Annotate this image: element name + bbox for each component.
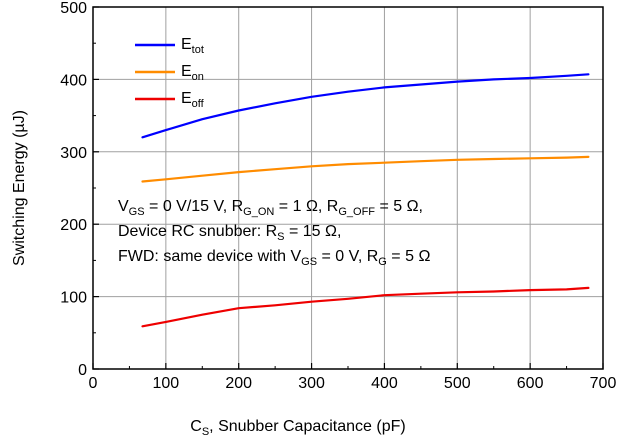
x-tick-label: 500 — [444, 375, 471, 392]
legend-label-eon: Eon — [181, 63, 204, 83]
y-axis-label: Switching Energy (µJ) — [11, 110, 28, 266]
x-axis-label: CS, Snubber Capacitance (pF) — [190, 418, 405, 438]
axis-ticks: 0 100 200 300 400 500 600 700 0 100 200 300 400 500 — [60, 0, 616, 392]
series-line-eoff — [141, 286, 590, 328]
legend: Etot Eon Eoff — [135, 36, 205, 110]
y-tick-label: 200 — [60, 217, 87, 234]
plot-frame — [92, 6, 604, 370]
annotation-line: Device RC snubber: RS = 15 Ω, — [118, 223, 341, 243]
x-axis-label-sub: S — [202, 426, 209, 438]
x-axis-label-main: C — [190, 418, 202, 435]
y-tick-label: 400 — [60, 72, 87, 89]
grid-lines — [93, 7, 603, 369]
x-tick-label: 400 — [371, 375, 398, 392]
y-tick-label: 0 — [78, 362, 87, 379]
x-tick-label: 200 — [225, 375, 252, 392]
conditions-annotation: VGS = 0 V/15 V, RG_ON = 1 Ω, RG_OFF = 5 … — [118, 198, 430, 268]
y-tick-label: 500 — [60, 0, 87, 17]
x-tick-label: 0 — [89, 375, 98, 392]
y-tick-label: 300 — [60, 145, 87, 162]
y-tick-label: 100 — [60, 290, 87, 307]
series-lines — [141, 73, 590, 328]
annotation-line: VGS = 0 V/15 V, RG_ON = 1 Ω, RG_OFF = 5 … — [118, 198, 423, 218]
legend-label-eoff: Eoff — [181, 90, 205, 110]
annotation-line: FWD: same device with VGS = 0 V, RG = 5 … — [118, 248, 430, 268]
legend-label-etot: Etot — [181, 36, 204, 56]
x-tick-label: 300 — [298, 375, 325, 392]
x-tick-label: 600 — [517, 375, 544, 392]
series-line-etot — [141, 73, 590, 139]
x-tick-label: 700 — [590, 375, 617, 392]
series-line-eon — [141, 155, 590, 183]
x-axis-label-rest: , Snubber Capacitance (pF) — [209, 418, 406, 435]
x-tick-label: 100 — [153, 375, 180, 392]
